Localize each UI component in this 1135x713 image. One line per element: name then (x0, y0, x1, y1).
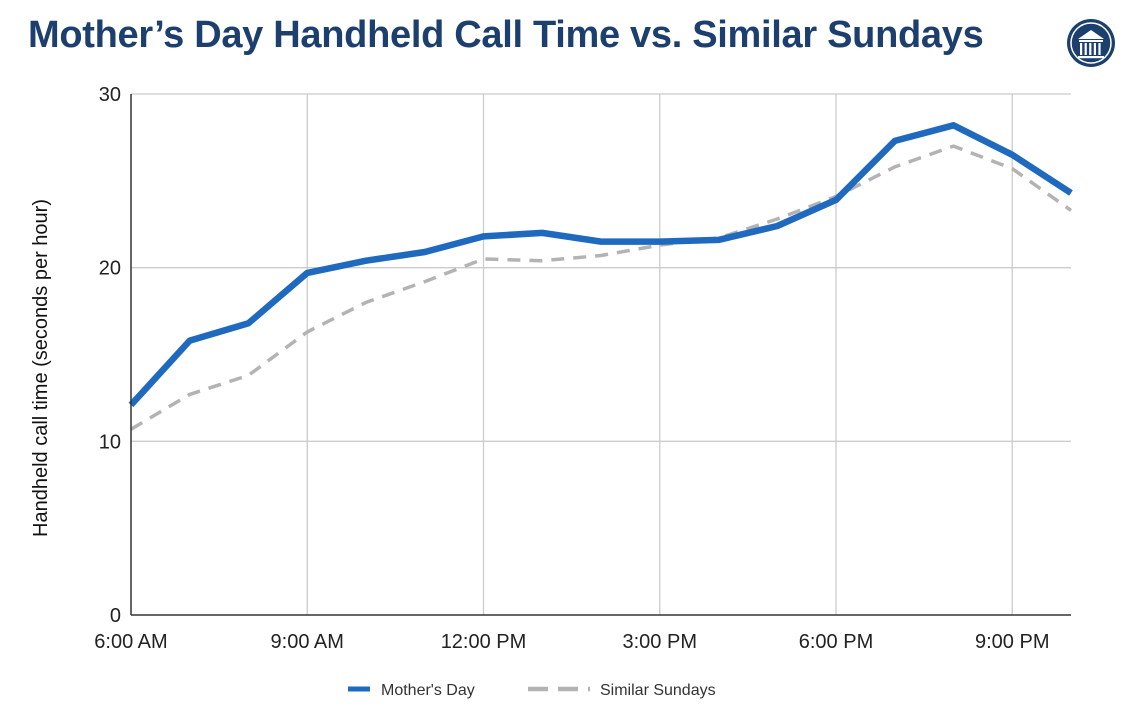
y-tick-label: 0 (110, 605, 121, 627)
legend: Mother's Day Similar Sundays (348, 682, 716, 699)
y-tick-label: 30 (99, 84, 121, 106)
series-line-similar-sundays (130, 144, 1073, 431)
axes: 0 10 20 30 6:00 AM 9:00 AM 12:00 PM 3:00 PM 6:00… (94, 84, 1071, 653)
columned-building-seal-icon (1067, 19, 1115, 67)
x-tick-label: 12:00 PM (441, 631, 527, 653)
chart-title: Mother’s Day Handheld Call Time vs. Simi… (28, 14, 984, 56)
legend-label: Similar Sundays (600, 682, 716, 699)
series-line-mothers-day (128, 122, 1073, 408)
y-tick-label: 10 (99, 431, 121, 453)
y-tick-label: 20 (99, 258, 121, 280)
x-tick-label: 9:00 AM (271, 631, 344, 653)
x-tick-label: 3:00 PM (623, 631, 697, 653)
legend-label: Mother's Day (381, 682, 475, 699)
x-tick-label: 9:00 PM (975, 631, 1049, 653)
series-lines (128, 122, 1073, 431)
x-tick-label: 6:00 PM (799, 631, 873, 653)
y-axis-label: Handheld call time (seconds per hour) (30, 199, 52, 537)
x-tick-label: 6:00 AM (94, 631, 167, 653)
grid-lines (131, 93, 1071, 615)
